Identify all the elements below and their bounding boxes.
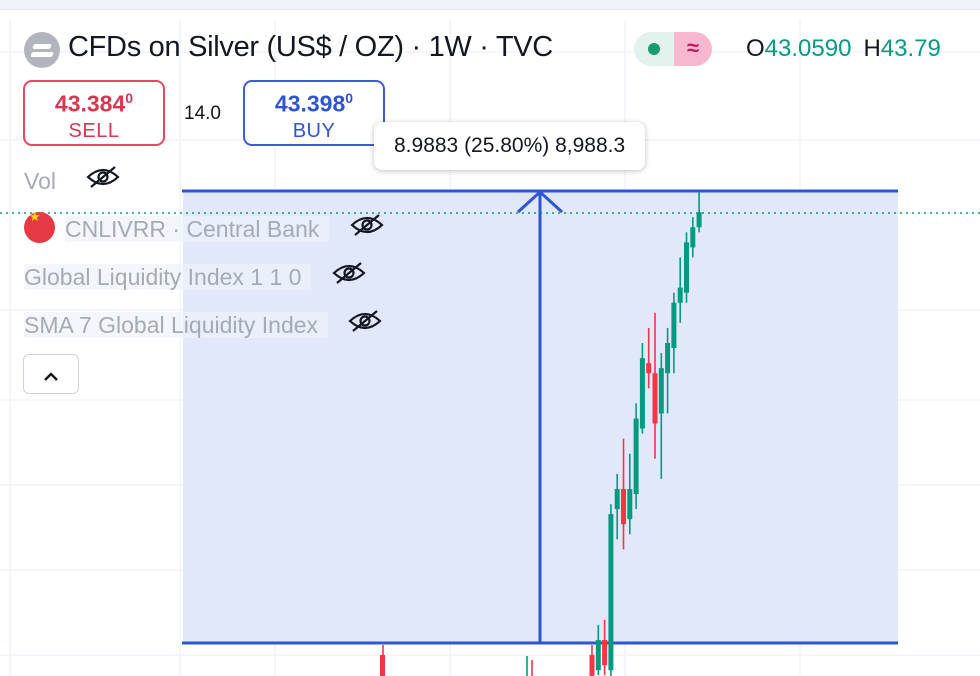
top-strip [0, 0, 980, 10]
candle-body [621, 488, 626, 525]
hidden-eye-icon[interactable] [332, 257, 366, 297]
buy-button[interactable]: 43.3980 BUY [243, 80, 385, 146]
candle-body [696, 212, 702, 228]
candle-body [589, 655, 595, 676]
candle-body [627, 488, 633, 520]
candle-body [608, 514, 614, 671]
hidden-eye-icon[interactable] [86, 161, 120, 201]
candle-body [677, 287, 683, 303]
hidden-eye-icon[interactable] [348, 305, 383, 345]
collapse-legend-button[interactable] [23, 354, 79, 394]
candle-body [639, 358, 645, 429]
buy-label: BUY [292, 119, 336, 142]
candle-body [380, 655, 385, 676]
spread-value: 14.0 [184, 103, 221, 124]
chart-header: CFDs on Silver (US$ / OZ) · 1W · TVC ≈ O… [0, 24, 980, 72]
legend-sma-label: SMA 7 Global Liquidity Index [24, 312, 329, 338]
data-delay-icon: ≈ [674, 32, 712, 66]
hidden-eye-icon[interactable] [350, 209, 384, 249]
candle-body [646, 363, 652, 374]
silver-symbol-icon [24, 32, 60, 68]
high-value: 43.79 [880, 35, 941, 62]
legend-sma-global-liquidity[interactable]: SMA 7 Global Liquidity Index [24, 305, 383, 345]
candle-body [602, 639, 608, 666]
open-value: 43.0590 [764, 35, 852, 62]
market-open-dot-icon [648, 43, 660, 55]
symbol-title[interactable]: CFDs on Silver (US$ / OZ) · 1W · TVC [68, 31, 553, 63]
candle-body [671, 302, 677, 349]
candles [380, 192, 702, 676]
candle-body [665, 343, 671, 374]
ohlc-values: O43.0590 H43.79 [746, 35, 953, 63]
open-label: O [746, 35, 765, 62]
market-status-pill[interactable]: ≈ [634, 32, 712, 66]
candle-body [658, 368, 664, 414]
sell-label: SELL [68, 119, 120, 142]
legend-cnlivrr-label: CNLIVRR · Central Bank [65, 216, 330, 242]
legend-global-liquidity[interactable]: Global Liquidity Index 1 1 0 [24, 257, 366, 297]
sell-price: 43.3840 [54, 90, 134, 117]
measure-arrow [516, 189, 564, 214]
legend-vol-label: Vol [24, 168, 56, 194]
buy-price: 43.3980 [274, 90, 354, 117]
sell-button[interactable]: 43.3840 SELL [23, 80, 165, 146]
legend-cnlivrr[interactable]: CNLIVRR · Central Bank [24, 207, 384, 249]
candle-body [614, 488, 620, 510]
high-label: H [863, 35, 881, 62]
legend-gli-label: Global Liquidity Index 1 1 0 [24, 264, 312, 290]
chevron-up-icon [44, 372, 58, 382]
china-flag-icon [24, 207, 55, 244]
candle-body [652, 373, 658, 424]
candle-body [684, 242, 689, 293]
legend-vol[interactable]: Vol [24, 161, 120, 201]
measure-tooltip: 8.9883 (25.80%) 8,988.3 [374, 122, 646, 170]
candle-body [690, 227, 696, 248]
candle-body [633, 418, 639, 495]
candle-body [595, 639, 601, 671]
